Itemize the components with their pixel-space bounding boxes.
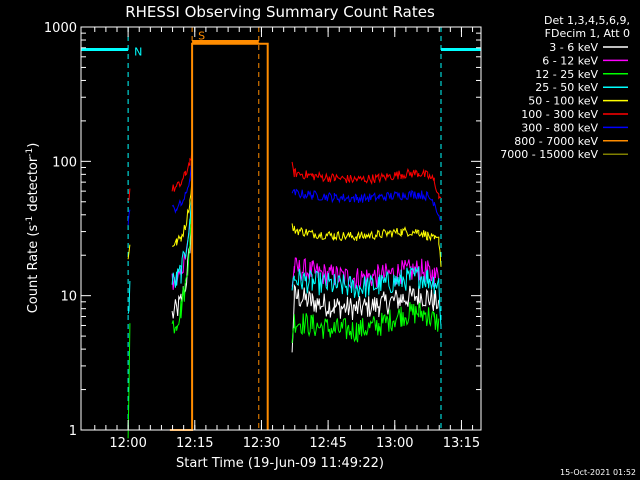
chart-title: RHESSI Observing Summary Count Rates	[125, 3, 435, 21]
series-100-300-kev-seg-3	[291, 161, 442, 200]
legend-header-detectors: Det 1,3,4,5,6,9,	[544, 14, 630, 27]
x-tick-label-1: 12:15	[176, 436, 213, 451]
x-tick-label-0: 12:00	[109, 436, 146, 451]
legend-label-6-12-kev: 6 - 12 keV	[542, 54, 598, 67]
series-300-800-kev-seg-3	[291, 188, 442, 221]
series-50-100-kev-seg-2	[172, 177, 193, 247]
series-100-300-kev-seg-2	[171, 148, 193, 192]
series-300-800-kev-seg-1	[127, 209, 131, 226]
legend-header-decim: FDecim 1, Att 0	[545, 27, 630, 40]
legend-label-50-100-kev: 50 - 100 keV	[528, 95, 598, 108]
series-25-50-kev	[127, 193, 442, 327]
footer-timestamp: 15-Oct-2021 01:52	[560, 468, 636, 477]
series-100-300-kev-seg-1	[127, 188, 131, 201]
flag-s-label: S	[198, 29, 205, 42]
x-tick-label-5: 13:15	[443, 436, 480, 451]
y-tick-label-1: 10	[60, 290, 77, 305]
series-12-25-kev-seg-2	[291, 302, 440, 344]
x-tick-label-3: 12:45	[309, 436, 346, 451]
x-tick-label-4: 13:00	[376, 436, 413, 451]
y-axis-label: Count Rate (s-1 detector-1)	[25, 143, 41, 314]
series-50-100-kev-seg-3	[291, 223, 442, 267]
series-100-300-kev	[127, 148, 442, 201]
series-300-800-kev-seg-2	[171, 160, 193, 214]
plot-frame	[80, 26, 482, 431]
legend-label-25-50-kev: 25 - 50 keV	[535, 81, 598, 94]
series-3-6-kev-seg-2	[291, 283, 440, 353]
legend-label-12-25-kev: 12 - 25 keV	[535, 68, 598, 81]
x-axis-label: Start Time (19-Jun-09 11:49:22)	[176, 456, 384, 471]
series-25-50-kev-seg-1	[127, 280, 131, 314]
legend-label-3-6-kev: 3 - 6 keV	[549, 41, 598, 54]
flag-n-label: N	[134, 45, 142, 58]
legend-label-800-7000-kev: 800 - 7000 keV	[514, 135, 598, 148]
legend: Det 1,3,4,5,6,9, FDecim 1, Att 0 3 - 6 k…	[500, 14, 630, 161]
legend-label-100-300-kev: 100 - 300 keV	[521, 108, 598, 121]
series-12-25-kev-seg-1	[171, 200, 193, 334]
series-25-50-kev-seg-3	[291, 266, 442, 327]
series-300-800-kev	[127, 160, 442, 226]
legend-label-300-800-kev: 300 - 800 keV	[521, 121, 598, 134]
y-tick-label-0: 1	[69, 424, 77, 439]
series-50-100-kev-seg-1	[127, 244, 131, 260]
legend-label-7000-15000-kev: 7000 - 15000 keV	[500, 148, 598, 161]
plot-area	[81, 27, 481, 430]
series-25-50-kev-seg-2	[171, 193, 193, 288]
series-50-100-kev	[127, 177, 442, 267]
y-tick-label-3: 1000	[44, 21, 77, 36]
y-tick-label-2: 100	[52, 155, 77, 170]
x-tick-label-2: 12:30	[243, 436, 280, 451]
